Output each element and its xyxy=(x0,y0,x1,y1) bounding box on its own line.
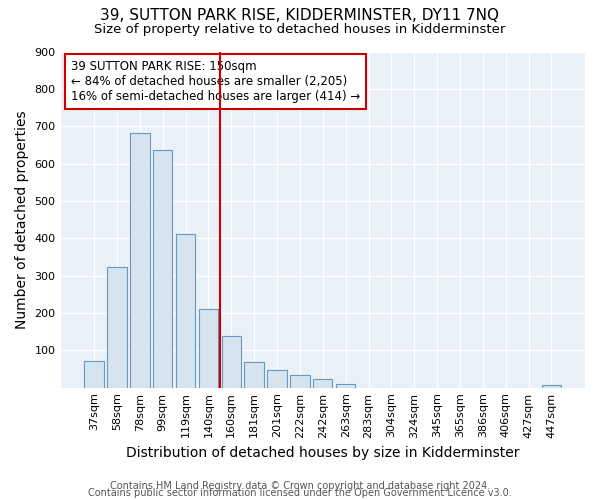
Text: Contains HM Land Registry data © Crown copyright and database right 2024.: Contains HM Land Registry data © Crown c… xyxy=(110,481,490,491)
Bar xyxy=(85,361,104,388)
Bar xyxy=(107,268,127,388)
Text: Contains public sector information licensed under the Open Government Licence v3: Contains public sector information licen… xyxy=(88,488,512,498)
Bar xyxy=(290,374,310,388)
Bar xyxy=(268,370,287,388)
Bar xyxy=(130,133,149,388)
Bar xyxy=(176,234,195,388)
Bar xyxy=(199,309,218,388)
Bar xyxy=(336,384,355,388)
Bar xyxy=(153,150,172,388)
Bar xyxy=(313,380,332,388)
X-axis label: Distribution of detached houses by size in Kidderminster: Distribution of detached houses by size … xyxy=(126,446,520,460)
Text: 39 SUTTON PARK RISE: 150sqm
← 84% of detached houses are smaller (2,205)
16% of : 39 SUTTON PARK RISE: 150sqm ← 84% of det… xyxy=(71,60,360,103)
Y-axis label: Number of detached properties: Number of detached properties xyxy=(15,110,29,329)
Bar xyxy=(244,362,264,388)
Text: Size of property relative to detached houses in Kidderminster: Size of property relative to detached ho… xyxy=(94,22,506,36)
Bar xyxy=(221,336,241,388)
Text: 39, SUTTON PARK RISE, KIDDERMINSTER, DY11 7NQ: 39, SUTTON PARK RISE, KIDDERMINSTER, DY1… xyxy=(101,8,499,22)
Bar xyxy=(542,384,561,388)
